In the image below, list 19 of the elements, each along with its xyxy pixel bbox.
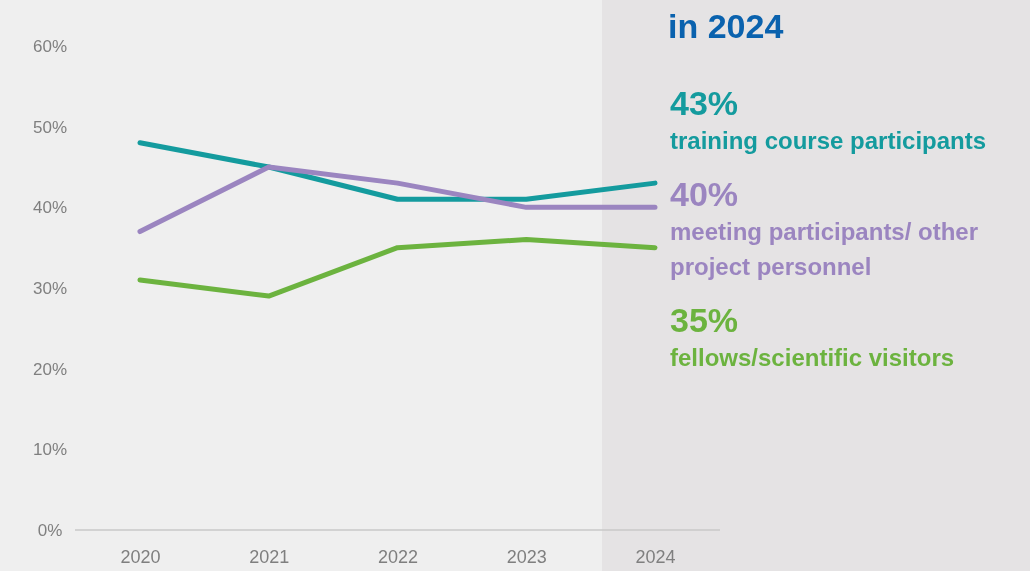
- y-tick-label: 40%: [32, 198, 68, 218]
- y-tick-label: 20%: [32, 359, 68, 379]
- data-label: 43%: [670, 84, 739, 122]
- text: fellows/scientific visitors: [670, 344, 955, 371]
- chart-title: in 2024: [668, 7, 784, 45]
- y-tick-label: 10%: [32, 440, 68, 460]
- y-tick-label: 0%: [37, 520, 63, 540]
- x-tick-label: 2022: [377, 546, 419, 567]
- x-tick-label: 2024: [635, 546, 676, 567]
- x-tick-label: 2020: [120, 546, 161, 567]
- data-label: 40%: [670, 175, 739, 213]
- data-label: 35%: [670, 301, 739, 339]
- y-tick-label: 50%: [32, 117, 68, 137]
- x-tick-label: 2021: [249, 546, 290, 567]
- x-tick-label: 2023: [506, 546, 547, 567]
- y-tick-label: 60%: [32, 36, 68, 56]
- series-label: meeting participants/ other project personnel: [670, 218, 979, 280]
- series-label: training course participants: [670, 127, 987, 154]
- y-tick-label: 30%: [32, 278, 68, 298]
